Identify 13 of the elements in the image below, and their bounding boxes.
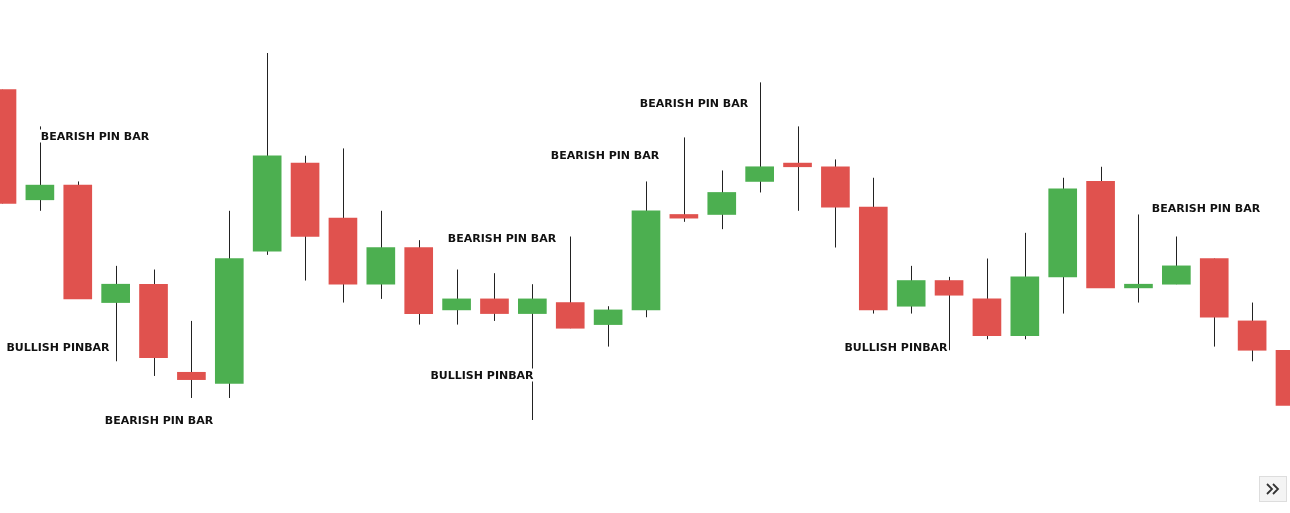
annotation: BULLISH PINBAR <box>843 340 949 354</box>
annotation: BEARISH PIN BAR <box>1150 201 1262 215</box>
annotation: BEARISH PIN BAR <box>446 231 558 245</box>
candlestick <box>1124 213 1153 304</box>
candlestick <box>783 125 812 212</box>
annotation: BEARISH PIN BAR <box>103 413 215 427</box>
annotation: BEARISH PIN BAR <box>638 96 750 110</box>
candlestick <box>669 136 699 223</box>
annotation: BEARISH PIN BAR <box>39 129 151 143</box>
annotation: BULLISH PINBAR <box>5 340 111 354</box>
candlestick <box>177 320 206 399</box>
annotation: BEARISH PIN BAR <box>549 148 661 162</box>
annotation: BULLISH PINBAR <box>429 368 535 382</box>
